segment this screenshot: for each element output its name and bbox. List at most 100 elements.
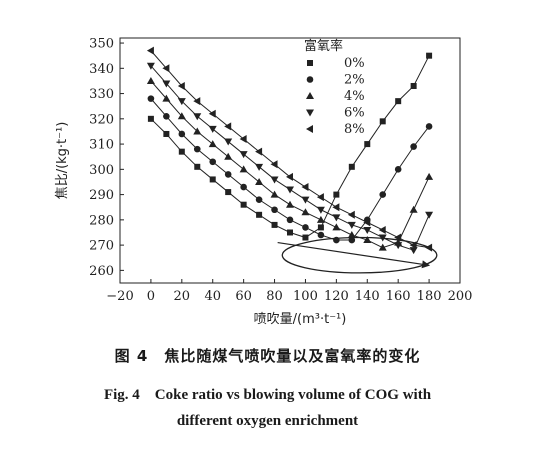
data-point	[333, 236, 340, 244]
figure-caption-english-line2: different oxygen enrichment	[176, 413, 359, 429]
data-point	[255, 196, 263, 203]
data-point	[317, 224, 324, 231]
data-point	[270, 190, 279, 198]
data-point	[332, 223, 341, 231]
figure-caption-chinese: 图 4 焦比随煤气喷吹量以及富氧率的变化	[114, 347, 421, 365]
data-point	[193, 97, 201, 106]
y-tick-label: 290	[89, 188, 114, 203]
x-tick-label: 40	[204, 289, 221, 304]
data-point	[364, 141, 371, 148]
data-point	[208, 140, 217, 148]
data-point	[332, 203, 340, 212]
data-point	[410, 82, 417, 89]
data-point	[162, 80, 171, 88]
data-point	[286, 186, 294, 194]
data-point	[425, 172, 434, 180]
legend-marker	[307, 60, 313, 66]
data-point	[348, 236, 356, 244]
y-tick-label: 300	[89, 163, 114, 178]
data-point	[302, 224, 309, 231]
figure-caption-english-line1: Fig. 4 Coke ratio vs blowing volume of C…	[103, 387, 432, 403]
legend-marker	[306, 125, 313, 133]
data-point	[239, 165, 248, 173]
data-point	[271, 221, 278, 228]
data-point	[302, 234, 309, 241]
data-point	[240, 183, 247, 191]
data-point	[394, 242, 403, 250]
data-point	[239, 151, 248, 159]
data-point	[425, 123, 433, 130]
x-tick-label: 0	[147, 289, 155, 304]
data-point	[316, 206, 325, 214]
data-point	[286, 216, 294, 224]
data-point	[425, 211, 434, 219]
data-point	[163, 112, 170, 120]
x-tick-label: 200	[448, 289, 473, 304]
data-point	[379, 191, 387, 198]
legend-entry-label: 0%	[344, 56, 365, 71]
data-point	[347, 221, 356, 229]
data-point	[347, 210, 355, 219]
data-point	[395, 98, 402, 105]
data-point	[378, 243, 387, 251]
trend-arrow	[277, 241, 431, 269]
data-point	[317, 231, 325, 239]
data-point	[332, 214, 341, 222]
data-point	[363, 226, 372, 234]
x-tick-label: 100	[293, 289, 318, 304]
x-tick-label: 180	[417, 289, 442, 304]
data-point	[146, 76, 155, 84]
data-point	[194, 163, 201, 170]
data-point	[225, 189, 232, 196]
x-tick-label: 120	[324, 289, 349, 304]
chart-annotations	[277, 236, 438, 274]
x-tick-label: 80	[266, 289, 283, 304]
x-tick-label: 140	[355, 289, 380, 304]
data-point	[378, 234, 387, 242]
data-point	[410, 143, 417, 150]
data-point	[301, 196, 310, 204]
x-axis-label: 喷吹量/(m³·t⁻¹)	[254, 312, 347, 327]
legend-entry-label: 8%	[344, 122, 365, 137]
data-point	[409, 205, 418, 213]
y-tick-label: 310	[89, 138, 114, 153]
data-point	[224, 138, 233, 146]
data-point	[301, 183, 309, 192]
data-point	[409, 247, 418, 255]
data-point	[255, 177, 264, 185]
plot-frame	[119, 37, 461, 284]
y-tick-label: 260	[89, 264, 114, 279]
data-point	[255, 163, 264, 171]
data-point	[270, 176, 279, 184]
y-tick-label: 340	[89, 62, 114, 77]
y-tick-label: 280	[89, 213, 114, 228]
data-point	[146, 46, 154, 55]
legend-marker	[306, 109, 314, 117]
coke-ratio-chart: −20 0 20 40 60 80 100 120 140 160 180 200 260 270 280 2…	[55, 37, 473, 327]
data-point	[163, 130, 170, 137]
data-point	[426, 52, 433, 59]
legend-entry-label: 2%	[344, 73, 365, 88]
data-point	[363, 218, 371, 227]
legend-title: 富氧率	[304, 38, 343, 54]
data-point	[316, 193, 324, 202]
data-point	[177, 112, 186, 120]
data-point	[378, 225, 386, 234]
data-point	[240, 201, 247, 208]
data-point	[239, 135, 247, 144]
data-point	[193, 127, 202, 135]
data-point	[394, 166, 402, 173]
data-point	[178, 130, 186, 138]
data-point	[394, 233, 402, 242]
data-point	[348, 163, 355, 170]
legend-entry-label: 6%	[344, 106, 365, 121]
data-point	[224, 152, 233, 160]
series-line-1	[150, 55, 430, 239]
data-point	[208, 109, 216, 118]
data-point	[193, 145, 201, 153]
data-point	[316, 215, 325, 223]
x-tick-label: 160	[386, 289, 411, 304]
data-point	[178, 148, 185, 155]
y-tick-label: 320	[89, 112, 114, 127]
